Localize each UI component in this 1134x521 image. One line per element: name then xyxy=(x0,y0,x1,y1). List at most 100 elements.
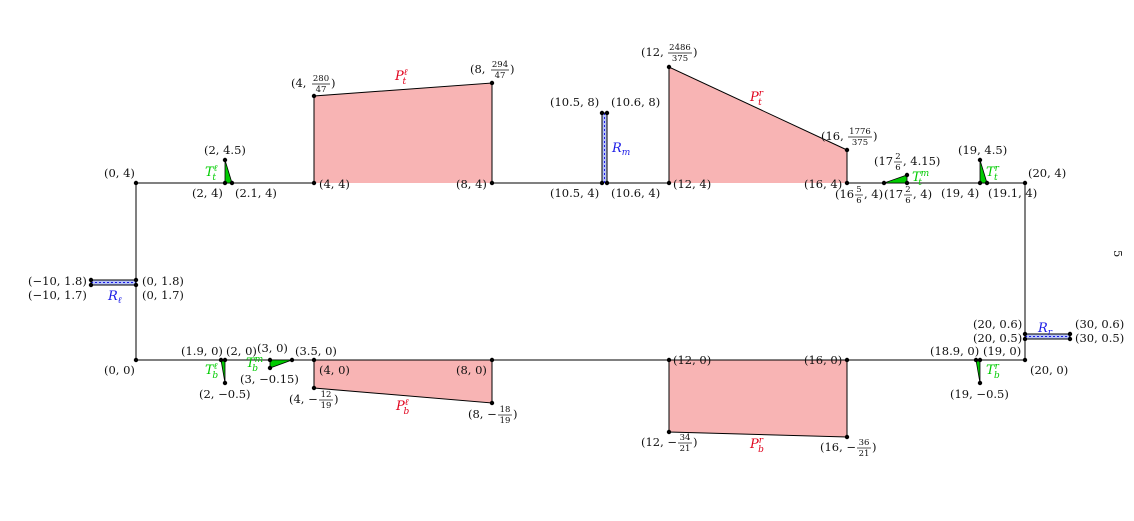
triangle-top-left xyxy=(224,159,233,184)
triangle-label-bottom-right: Tr b xyxy=(986,362,1000,381)
label-19-0: (19, 0) xyxy=(983,344,1021,358)
svg-text:6: 6 xyxy=(856,196,861,206)
label-16-5-6-4: (16 5 6 , 4) xyxy=(835,185,883,206)
svg-text:(8, −: (8, − xyxy=(468,407,497,421)
rectangle-label-right: Rr xyxy=(1037,321,1053,338)
svg-text:(8,: (8, xyxy=(470,62,485,76)
label-minus10-1.7: (−10, 1.7) xyxy=(28,288,87,302)
label-10.5-4: (10.5, 4) xyxy=(550,186,599,200)
label-0-1.7: (0, 1.7) xyxy=(142,288,184,302)
label-16-4: (16, 4) xyxy=(804,177,842,191)
svg-text:): ) xyxy=(873,129,878,143)
triangle-bottom-left xyxy=(220,359,226,384)
label-12-2486-over-375: (12, 2486 375 ) xyxy=(641,43,698,64)
piece-top-left xyxy=(314,83,492,183)
svg-text:2486: 2486 xyxy=(669,43,691,53)
label-10.6-8: (10.6, 8) xyxy=(611,95,660,109)
rect-left-edge xyxy=(90,279,136,286)
svg-text:47: 47 xyxy=(495,71,506,81)
svg-text:294: 294 xyxy=(492,60,508,70)
piece-symbols: Pℓ t Pr t Pℓ b Pr b xyxy=(394,68,764,455)
rectangle-symbols: Rℓ Rm Rr xyxy=(107,141,1053,338)
svg-text:18: 18 xyxy=(500,405,511,415)
label-12-minus-34-over-21: (12, − 34 21 ) xyxy=(641,433,698,454)
label-4-minus-12-over-19: (4, − 12 19 ) xyxy=(289,390,339,411)
rectangle-right xyxy=(1025,334,1070,339)
label-20-0.6: (20, 0.6) xyxy=(973,317,1022,331)
coordinate-labels: (0, 4) (0, 0) (0, 1.8) (0, 1.7) (−10, 1.… xyxy=(28,95,1124,401)
triangle-bottom-middle xyxy=(269,359,293,369)
svg-text:(16, −: (16, − xyxy=(820,440,856,454)
label-20-0: (20, 0) xyxy=(1030,363,1068,377)
svg-text:, 4.15): , 4.15) xyxy=(903,154,940,168)
svg-text:21: 21 xyxy=(680,444,691,454)
label-8-minus-18-over-19: (8, − 18 19 ) xyxy=(468,405,518,426)
svg-text:34: 34 xyxy=(680,433,691,443)
label-20-0.5: (20, 0.5) xyxy=(973,331,1022,345)
top-edge xyxy=(135,66,1026,361)
svg-text:21: 21 xyxy=(859,449,870,459)
label-3-minus0.15: (3, −0.15) xyxy=(240,372,299,386)
svg-text:(12,: (12, xyxy=(641,45,664,59)
triangle-label-top-middle: Tm t xyxy=(912,169,929,188)
label-8-294-over-47: (8, 294 47 ) xyxy=(470,60,515,81)
label-0-0: (0, 0) xyxy=(104,363,135,377)
label-1.9-0: (1.9, 0) xyxy=(181,344,223,358)
svg-text:375: 375 xyxy=(852,138,868,148)
bottom-left-piece-edge xyxy=(313,360,493,404)
rectangle-left xyxy=(91,280,136,285)
svg-text:375: 375 xyxy=(672,54,688,64)
triangle-label-top-left: Tℓ t xyxy=(205,164,218,183)
rectangle-dashes xyxy=(91,113,1070,337)
svg-text:): ) xyxy=(693,45,698,59)
outline xyxy=(90,66,1071,438)
label-18.9-0: (18.9, 0) xyxy=(930,344,979,358)
label-3-0: (3, 0) xyxy=(257,341,288,355)
piece-label-bottom-right: Pr b xyxy=(749,436,764,455)
svg-text:2: 2 xyxy=(905,185,910,195)
label-16-minus-36-over-21: (16, − 36 21 ) xyxy=(820,438,877,459)
svg-text:19: 19 xyxy=(500,416,511,426)
svg-text:): ) xyxy=(513,407,518,421)
svg-text:, 4): , 4) xyxy=(913,187,932,201)
label-3.5-0: (3.5, 0) xyxy=(295,344,337,358)
bottom-right-piece-edge xyxy=(668,360,848,438)
label-10.6-4: (10.6, 4) xyxy=(611,186,660,200)
piece-top-right xyxy=(669,67,847,183)
label-2-minus0.5: (2, −0.5) xyxy=(199,387,251,401)
svg-text:280: 280 xyxy=(313,74,329,84)
piece-label-top-left: Pℓ t xyxy=(394,68,408,87)
label-16-1776-over-375: (16, 1776 375 ) xyxy=(821,127,878,148)
label-30-0.6: (30, 0.6) xyxy=(1075,317,1124,331)
svg-text:(17: (17 xyxy=(874,154,893,168)
svg-text:(12, −: (12, − xyxy=(641,435,677,449)
triangle-label-top-right: Tr t xyxy=(986,164,1000,183)
svg-text:): ) xyxy=(872,440,877,454)
label-12-4: (12, 4) xyxy=(673,177,711,191)
label-2-0: (2, 0) xyxy=(226,344,257,358)
label-2.1-4: (2.1, 4) xyxy=(235,186,277,200)
pieces xyxy=(314,67,847,437)
rectangle-middle xyxy=(602,113,607,183)
label-10.5-8: (10.5, 8) xyxy=(550,95,599,109)
label-19-minus0.5: (19, −0.5) xyxy=(950,387,1009,401)
svg-text:47: 47 xyxy=(316,85,327,95)
piece-bottom-left xyxy=(314,360,492,403)
label-8-0: (8, 0) xyxy=(456,363,487,377)
svg-text:2: 2 xyxy=(895,152,900,162)
label-19-4.5: (19, 4.5) xyxy=(958,143,1007,157)
svg-text:1776: 1776 xyxy=(849,127,871,137)
triangle-label-bottom-middle: Tm b xyxy=(246,355,263,374)
label-4-4: (4, 4) xyxy=(319,177,350,191)
triangle-bottom-right xyxy=(975,359,981,384)
label-12-0: (12, 0) xyxy=(673,353,711,367)
label-2-4.5: (2, 4.5) xyxy=(204,143,246,157)
label-20-4: (20, 4) xyxy=(1028,166,1066,180)
svg-text:(4,: (4, xyxy=(291,76,306,90)
label-17-2-6-4.15: (17 2 6 , 4.15) xyxy=(874,152,940,173)
rectangle-label-left: Rℓ xyxy=(107,289,122,306)
label-17-2-6-4: (17 2 6 , 4) xyxy=(884,185,932,206)
svg-text:6: 6 xyxy=(905,196,910,206)
svg-text:5: 5 xyxy=(856,185,861,195)
